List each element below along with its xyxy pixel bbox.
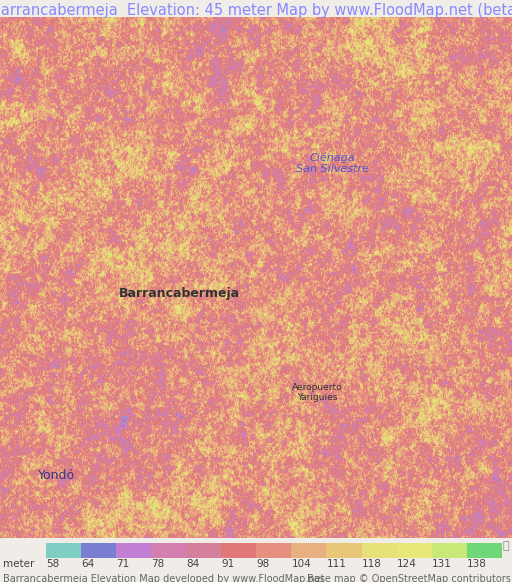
- FancyBboxPatch shape: [397, 542, 432, 558]
- Text: 111: 111: [327, 559, 347, 569]
- Text: Barrancabermeja: Barrancabermeja: [119, 287, 240, 300]
- FancyBboxPatch shape: [432, 542, 467, 558]
- Text: 71: 71: [116, 559, 130, 569]
- FancyBboxPatch shape: [186, 542, 221, 558]
- FancyBboxPatch shape: [257, 542, 291, 558]
- Text: 78: 78: [151, 559, 164, 569]
- Text: Barrancabermeja Elevation Map developed by www.FloodMap.net: Barrancabermeja Elevation Map developed …: [3, 574, 324, 582]
- Text: 104: 104: [291, 559, 311, 569]
- Text: Barrancabermeja  Elevation: 45 meter Map by www.FloodMap.net (beta): Barrancabermeja Elevation: 45 meter Map …: [0, 3, 512, 17]
- Text: 124: 124: [397, 559, 416, 569]
- Text: 64: 64: [81, 559, 94, 569]
- Text: 131: 131: [432, 559, 452, 569]
- FancyBboxPatch shape: [81, 542, 116, 558]
- Text: Aeropuerto
Yariguíes: Aeropuerto Yariguíes: [292, 383, 343, 402]
- Text: 91: 91: [221, 559, 234, 569]
- Text: 118: 118: [361, 559, 381, 569]
- FancyBboxPatch shape: [46, 542, 81, 558]
- Text: 🔍: 🔍: [503, 541, 509, 551]
- Text: Yondó: Yondó: [38, 469, 75, 482]
- Text: 58: 58: [46, 559, 59, 569]
- FancyBboxPatch shape: [291, 542, 327, 558]
- FancyBboxPatch shape: [116, 542, 151, 558]
- FancyBboxPatch shape: [467, 542, 502, 558]
- FancyBboxPatch shape: [151, 542, 186, 558]
- FancyBboxPatch shape: [361, 542, 397, 558]
- FancyBboxPatch shape: [221, 542, 257, 558]
- Text: Ciénaga
San Silvestre: Ciénaga San Silvestre: [296, 152, 369, 175]
- Text: meter: meter: [3, 559, 34, 569]
- Text: 84: 84: [186, 559, 200, 569]
- FancyBboxPatch shape: [327, 542, 361, 558]
- Text: 98: 98: [257, 559, 270, 569]
- Text: Base map © OpenStreetMap contributors: Base map © OpenStreetMap contributors: [307, 574, 511, 582]
- Text: 138: 138: [467, 559, 486, 569]
